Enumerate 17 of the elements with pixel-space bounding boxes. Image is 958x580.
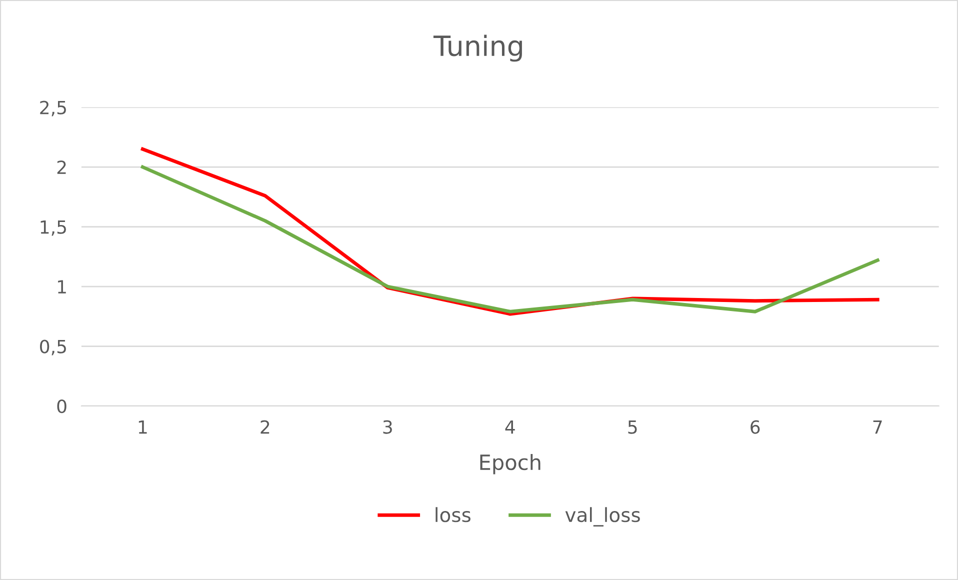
y-tick-label: 1,5: [40, 220, 66, 236]
y-tick-label: 2,5: [40, 100, 66, 116]
x-tick-label: 7: [873, 420, 882, 434]
y-tick-label: 1: [58, 280, 66, 294]
legend-label: val_loss: [565, 507, 640, 526]
x-tick-label: 2: [260, 420, 270, 434]
x-tick-label: 5: [628, 420, 637, 434]
y-tick-label: 0,5: [40, 340, 66, 356]
y-tick-label: 0: [57, 399, 66, 414]
x-tick-label: 6: [750, 420, 760, 434]
x-axis-title: Epoch: [480, 454, 540, 474]
x-tick-label: 4: [505, 420, 515, 434]
x-tick-label: 3: [383, 420, 392, 434]
chart-title: Tuning: [433, 34, 522, 62]
legend-label: loss: [436, 507, 470, 522]
x-tick-label: 1: [138, 420, 147, 434]
y-tick-label: 2: [57, 160, 66, 174]
